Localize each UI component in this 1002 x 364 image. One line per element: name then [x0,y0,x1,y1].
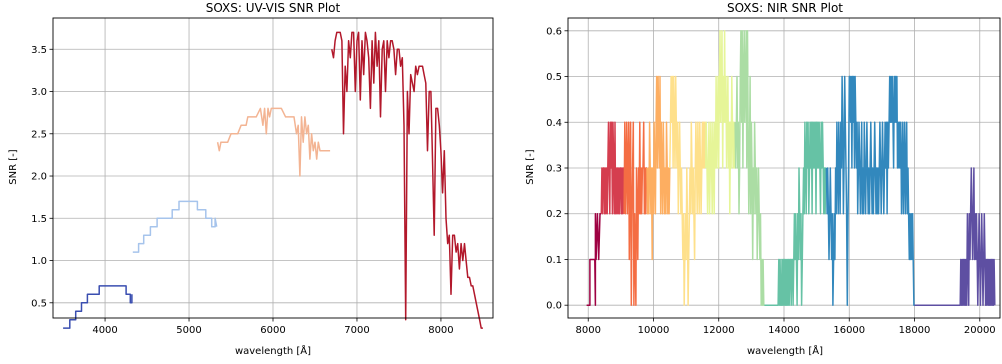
series-line-2 [132,200,218,253]
x-tick-label: 20000 [964,325,996,336]
series-line-3 [216,107,331,177]
y-tick-label: 0.3 [546,164,562,175]
series-line-8 [764,121,827,306]
chart-title: SOXS: NIR SNR Plot [727,1,843,15]
y-tick-label: 0.5 [31,298,47,309]
y-tick-label: 2.0 [31,172,47,183]
uv-vis-snr-plot: SOXS: UV-VIS SNR Plot wavelength [Å] SNR… [8,1,494,357]
y-tick-label: 1.0 [31,256,47,267]
series-line-3 [623,121,648,306]
series-line-1 [63,285,133,329]
x-axis-label: wavelength [Å] [747,344,823,357]
x-tick-label: 12000 [703,325,735,336]
nir-snr-plot: SOXS: NIR SNR Plot wavelength [Å] SNR [-… [525,1,1001,357]
series-line-10 [914,167,996,306]
y-tick-label: 0.2 [546,209,562,220]
y-tick-label: 0.0 [546,301,562,312]
plot-frame [567,17,1001,319]
y-tick-label: 3.0 [31,87,47,98]
x-tick-label: 5000 [176,325,201,336]
x-tick-label: 10000 [638,325,670,336]
y-axis-label: SNR [-] [8,149,19,184]
x-axis-label: wavelength [Å] [235,344,311,357]
x-tick-label: 8000 [576,325,601,336]
chart-title: SOXS: UV-VIS SNR Plot [206,1,341,15]
series-line-6 [704,30,736,215]
series-line-4 [331,31,483,329]
series-line-1 [586,212,602,306]
y-tick-label: 0.5 [546,72,562,83]
y-tick-label: 3.5 [31,45,47,56]
x-tick-label: 14000 [768,325,800,336]
series-line-2 [600,121,625,215]
y-tick-label: 0.4 [546,118,562,129]
y-tick-label: 0.6 [546,26,562,37]
plot-frame [52,17,494,319]
x-tick-label: 8000 [428,325,453,336]
x-tick-label: 6000 [260,325,285,336]
x-tick-label: 18000 [899,325,931,336]
series-line-9 [825,75,915,306]
grid [53,18,493,318]
x-tick-label: 7000 [344,325,369,336]
series-line-4 [646,75,671,261]
x-tick-label: 16000 [833,325,865,336]
series-line-7 [734,30,765,306]
y-axis-label: SNR [-] [525,149,536,184]
y-tick-label: 0.1 [546,255,562,266]
y-tick-label: 1.5 [31,214,47,225]
y-tick-label: 2.5 [31,129,47,140]
series-line-5 [669,75,707,306]
x-tick-label: 4000 [92,325,117,336]
